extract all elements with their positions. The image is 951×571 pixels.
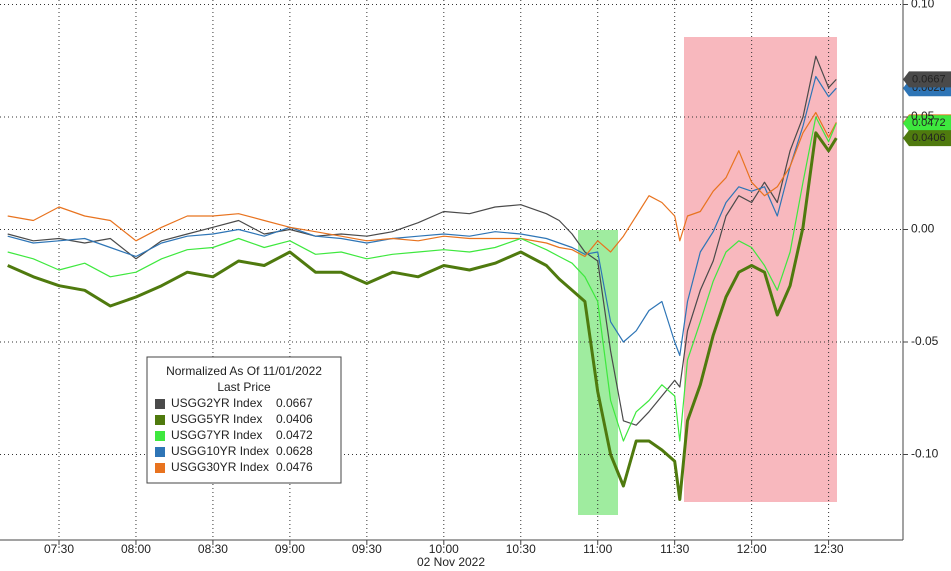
series-line [7, 75, 837, 357]
last-price-badge [903, 130, 951, 147]
legend: Normalized As Of 11/01/2022 Last Price U… [146, 356, 342, 484]
last-price-badge [903, 115, 951, 132]
legend-value: 0.0472 [276, 428, 313, 442]
x-tick-label: 09:00 [275, 542, 305, 556]
x-tick-label: 11:00 [583, 542, 612, 556]
x-tick-label: 08:00 [121, 542, 151, 556]
legend-title: Normalized As Of 11/01/2022 [166, 364, 322, 378]
y-tick-label: 0.10 [911, 0, 935, 11]
legend-swatch [155, 399, 165, 409]
x-tick-label: 12:30 [814, 542, 844, 556]
legend-subtitle: Last Price [217, 380, 271, 394]
legend-name: USGG30YR Index [171, 460, 269, 474]
legend-swatch [155, 447, 165, 457]
x-tick-label: 11:30 [660, 542, 689, 556]
legend-swatch [155, 463, 165, 473]
legend-box [146, 356, 342, 484]
x-tick-label: 09:30 [352, 542, 382, 556]
last-price-label: 0.0472 [912, 117, 946, 129]
y-tick-label: -0.10 [911, 447, 939, 461]
legend-name: USGG10YR Index [171, 444, 269, 458]
y-tick-label: 0.00 [911, 222, 935, 236]
x-tick-label: 12:00 [737, 542, 767, 556]
last-price-badge [903, 71, 951, 88]
legend-name: USGG5YR Index [171, 412, 262, 426]
x-axis-label: 02 Nov 2022 [417, 555, 485, 569]
legend-value: 0.0628 [276, 444, 313, 458]
y-tick-label: 0.05 [911, 109, 935, 123]
legend-value: 0.0476 [276, 460, 313, 474]
last-price-label: 0.0406 [912, 132, 946, 144]
series-line [7, 131, 838, 501]
x-tick-label: 10:30 [506, 542, 536, 556]
last-price-label: 0.0667 [912, 73, 946, 85]
x-tick-label: 10:00 [429, 542, 459, 556]
y-tick-label: -0.05 [911, 334, 939, 348]
series-line [7, 111, 837, 258]
series-line [7, 55, 837, 426]
legend-value: 0.0406 [276, 412, 313, 426]
legend-value: 0.0667 [276, 396, 313, 410]
legend-swatch [155, 431, 165, 441]
x-tick-label: 08:30 [198, 542, 228, 556]
legend-name: USGG7YR Index [171, 428, 262, 442]
legend-swatch [155, 415, 165, 425]
x-tick-label: 07:30 [44, 542, 74, 556]
legend-name: USGG2YR Index [171, 396, 262, 410]
series-line [7, 116, 837, 442]
